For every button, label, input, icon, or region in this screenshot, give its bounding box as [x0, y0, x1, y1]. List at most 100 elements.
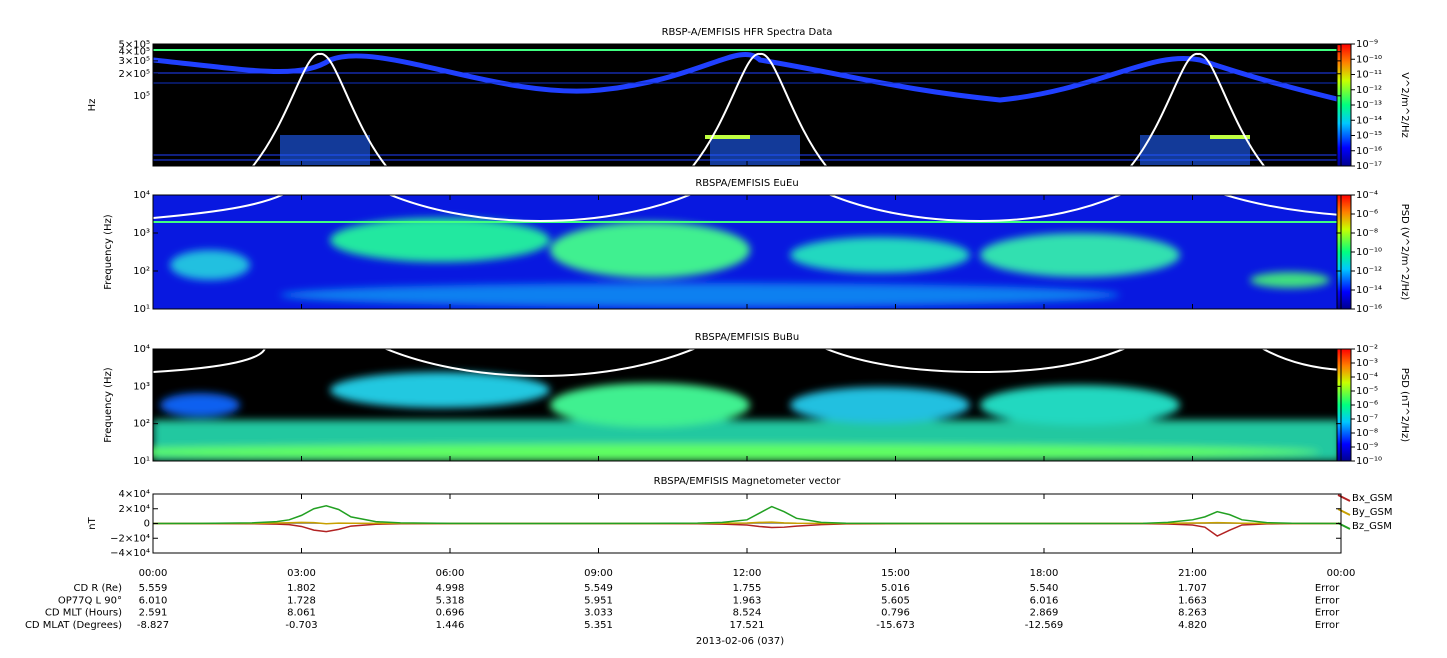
spectrogram-image	[153, 44, 1341, 166]
x-tick-label: 03:00	[287, 568, 316, 579]
ephemeris-value: 5.549	[584, 583, 613, 594]
legend-symbol	[1337, 494, 1351, 502]
ephemeris-value: 5.318	[436, 595, 465, 606]
colorbar	[1336, 348, 1352, 462]
colorbar-tick-label: 10⁻¹⁰	[1356, 456, 1382, 467]
y-axis-label: Frequency (Hz)	[103, 214, 114, 290]
ephemeris-value: 1.802	[287, 583, 316, 594]
ephemeris-value: 5.351	[584, 620, 613, 631]
chart-title: RBSPA/EMFISIS EuEu	[695, 178, 798, 189]
ephemeris-value: 1.963	[733, 595, 762, 606]
ephemeris-value: -0.703	[285, 620, 317, 631]
colorbar-tick-label: 10⁻⁷	[1356, 414, 1378, 425]
legend-label: Bz_GSM	[1352, 521, 1392, 532]
colorbar-tick-label: 10⁻¹⁴	[1356, 285, 1382, 296]
ephemeris-value: 1.707	[1178, 583, 1207, 594]
y-tick-label: 10¹	[133, 304, 150, 315]
y-tick-label: 10⁵	[133, 91, 150, 102]
ephemeris-value: 5.605	[881, 595, 910, 606]
y-tick-label: 10⁴	[133, 190, 150, 201]
colorbar-tick-label: 10⁻¹³	[1356, 100, 1382, 111]
spectrogram-image	[153, 349, 1341, 461]
colorbar-tick-label: 10⁻²	[1356, 344, 1378, 355]
ephemeris-label: CD MLT (Hours)	[45, 608, 122, 619]
colorbar-tick-label: 10⁻¹⁰	[1356, 54, 1382, 65]
colorbar-tick-label: 10⁻¹¹	[1356, 70, 1382, 81]
colorbar-tick-label: 10⁻⁸	[1356, 428, 1378, 439]
chart-title: RBSPA/EMFISIS BuBu	[695, 332, 799, 343]
x-tick-label: 00:00	[139, 568, 168, 579]
colorbar	[1336, 194, 1352, 310]
y-tick-label: 2×10⁵	[119, 69, 150, 80]
ephemeris-value: 1.755	[733, 583, 762, 594]
ephemeris-value: 8.524	[733, 608, 762, 619]
ephemeris-label: CD MLAT (Degrees)	[25, 620, 122, 631]
legend-label: Bx_GSM	[1352, 493, 1393, 504]
colorbar-tick-label: 10⁻⁴	[1356, 372, 1378, 383]
legend-symbol	[1337, 508, 1351, 516]
y-tick-label: 2×10⁴	[119, 504, 150, 515]
y-tick-label: 5×10⁵	[119, 40, 150, 51]
colorbar-tick-label: 10⁻⁸	[1356, 228, 1378, 239]
colorbar-tick-label: 10⁻¹⁷	[1356, 161, 1382, 172]
ephemeris-label: OP77Q L 90°	[58, 595, 122, 606]
y-tick-label: 10²	[133, 266, 150, 277]
colorbar-tick-label: 10⁻¹⁴	[1356, 115, 1382, 126]
colorbar-tick-label: 10⁻¹⁵	[1356, 131, 1382, 142]
y-tick-label: 10²	[133, 419, 150, 430]
colorbar-tick-label: 10⁻⁹	[1356, 39, 1378, 50]
ephemeris-value: 2.591	[139, 608, 168, 619]
y-tick-label: 10³	[133, 381, 150, 392]
x-tick-label: 00:00	[1327, 568, 1356, 579]
colorbar-tick-label: 10⁻³	[1356, 358, 1378, 369]
y-tick-label: 10⁴	[133, 344, 150, 355]
series-line	[153, 521, 1341, 525]
y-tick-label: 4×10⁵	[119, 47, 150, 58]
ephemeris-value: 8.061	[287, 608, 316, 619]
ephemeris-value: 0.796	[881, 608, 910, 619]
legend-label: By_GSM	[1352, 507, 1393, 518]
chart-title: RBSPA/EMFISIS Magnetometer vector	[654, 476, 842, 487]
colorbar-label: V^2/m^2/Hz	[1399, 72, 1410, 138]
ephemeris-value: 6.016	[1030, 595, 1059, 606]
ephemeris-value: 5.559	[139, 583, 168, 594]
colorbar-tick-label: 10⁻¹⁶	[1356, 304, 1382, 315]
y-tick-label: −2×10⁴	[110, 533, 150, 544]
spectrogram-image	[153, 195, 1341, 309]
ephemeris-label: CD R (Re)	[74, 583, 123, 594]
ephemeris-value: 4.998	[436, 583, 465, 594]
ephemeris-value: 0.696	[436, 608, 465, 619]
ephemeris-value: 1.728	[287, 595, 316, 606]
x-tick-label: 09:00	[584, 568, 613, 579]
date-label: 2013-02-06 (037)	[696, 636, 784, 647]
ephemeris-value: -12.569	[1025, 620, 1064, 631]
y-axis-label: Hz	[87, 99, 98, 112]
ephemeris-value: Error	[1315, 620, 1340, 631]
colorbar-tick-label: 10⁻¹²	[1356, 85, 1382, 96]
x-tick-label: 06:00	[436, 568, 465, 579]
colorbar-tick-label: 10⁻⁶	[1356, 209, 1378, 220]
y-axis-label: Frequency (Hz)	[103, 367, 114, 443]
y-tick-label: 0	[144, 519, 150, 530]
colorbar-tick-label: 10⁻¹²	[1356, 266, 1382, 277]
ephemeris-value: 5.016	[881, 583, 910, 594]
ephemeris-value: -8.827	[137, 620, 169, 631]
ephemeris-value: 6.010	[139, 595, 168, 606]
ephemeris-value: 5.951	[584, 595, 613, 606]
chart-title: RBSP-A/EMFISIS HFR Spectra Data	[662, 27, 833, 38]
y-tick-label: 3×10⁵	[119, 56, 150, 67]
ephemeris-value: 5.540	[1030, 583, 1059, 594]
colorbar-label: PSD (V^2/m^2/Hz)	[1399, 204, 1410, 301]
ephemeris-value: 1.663	[1178, 595, 1207, 606]
ephemeris-value: 4.820	[1178, 620, 1207, 631]
y-tick-label: 10³	[133, 228, 150, 239]
y-tick-label: −4×10⁴	[110, 548, 150, 559]
colorbar	[1336, 43, 1352, 167]
series-line	[152, 522, 1342, 537]
colorbar-tick-label: 10⁻¹⁰	[1356, 247, 1382, 258]
colorbar-tick-label: 10⁻¹⁶	[1356, 146, 1382, 157]
colorbar-label: PSD (nT^2/Hz)	[1399, 368, 1410, 442]
y-tick-label: 10¹	[133, 456, 150, 467]
x-tick-label: 15:00	[881, 568, 910, 579]
ephemeris-value: 1.446	[436, 620, 465, 631]
